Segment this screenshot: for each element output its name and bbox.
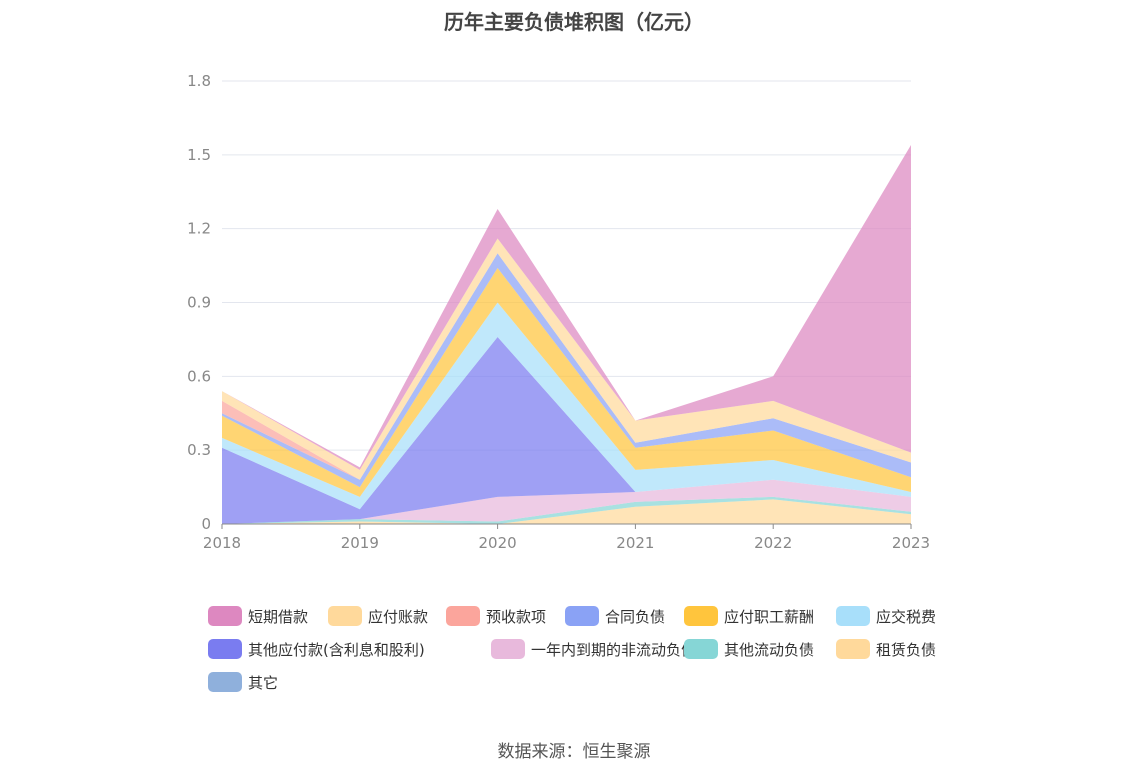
y-tick-label: 1.5: [187, 146, 211, 164]
legend-item[interactable]: 其他流动负债: [684, 637, 814, 661]
y-tick-label: 1.8: [187, 72, 211, 90]
legend-label: 应付职工薪酬: [724, 607, 815, 626]
area-series[interactable]: [222, 145, 911, 470]
legend-label: 租赁负债: [876, 640, 937, 659]
chart-plot: 0 0.3 0.6 0.9 1.2 1.5 1.8 2018 2019 2020 2021 2022 2…: [187, 72, 930, 552]
legend-label: 应付账款: [368, 607, 429, 626]
legend-swatch: [208, 639, 242, 659]
y-tick-label: 0.9: [187, 294, 211, 312]
legend-item[interactable]: 合同负债: [565, 604, 665, 628]
legend-swatch: [836, 639, 870, 659]
area-series[interactable]: [222, 479, 911, 524]
legend-label: 短期借款: [248, 607, 309, 626]
legend-label: 其他应付款(含利息和股利): [248, 640, 425, 659]
legend-label: 一年内到期的非流动负债: [531, 640, 697, 659]
legend-label: 合同负债: [605, 607, 666, 626]
axes: 0 0.3 0.6 0.9 1.2 1.5 1.8 2018 2019 2020 2021 2022 2…: [187, 72, 930, 552]
legend-item[interactable]: 租赁负债: [836, 637, 936, 661]
area-series[interactable]: [222, 238, 911, 480]
legend-swatch: [491, 639, 525, 659]
x-tick-label: 2018: [203, 534, 241, 552]
legend-item[interactable]: 一年内到期的非流动负债: [491, 637, 696, 661]
x-tick-label: 2019: [341, 534, 379, 552]
area-series[interactable]: [222, 268, 911, 497]
legend-swatch: [684, 606, 718, 626]
legend-item[interactable]: 短期借款: [208, 604, 308, 628]
legend-label: 其他流动负债: [724, 640, 815, 659]
data-source-note: 数据来源：恒生聚源: [497, 742, 651, 762]
area-series[interactable]: [222, 302, 911, 510]
legend-item[interactable]: 应付职工薪酬: [684, 604, 814, 628]
y-tick-label: 0.3: [187, 441, 211, 459]
area-series[interactable]: [222, 499, 911, 524]
legend-swatch: [208, 672, 242, 692]
legend-item[interactable]: 其它: [208, 670, 278, 694]
legend-label: 其它: [248, 673, 279, 692]
x-tick-label: 2021: [616, 534, 654, 552]
legend-item[interactable]: 应交税费: [836, 604, 936, 628]
legend-label: 预收款项: [486, 607, 547, 626]
legend-label: 应交税费: [876, 607, 937, 626]
legend-swatch: [446, 606, 480, 626]
legend-item[interactable]: 预收款项: [446, 604, 546, 628]
legend-swatch: [565, 606, 599, 626]
x-tick-label: 2022: [754, 534, 792, 552]
legend-item[interactable]: 应付账款: [328, 604, 428, 628]
legend-swatch: [328, 606, 362, 626]
area-series[interactable]: [222, 253, 911, 488]
chart-title: 历年主要负债堆积图（亿元）: [444, 10, 704, 34]
legend-item[interactable]: 其他应付款(含利息和股利): [208, 637, 425, 661]
y-tick-label: 0: [201, 515, 211, 533]
legend-swatch: [836, 606, 870, 626]
x-tick-label: 2020: [479, 534, 517, 552]
area-series[interactable]: [222, 337, 911, 524]
x-tick-label: 2023: [892, 534, 930, 552]
y-tick-label: 0.6: [187, 367, 211, 385]
stacked-areas: [222, 145, 911, 524]
legend-swatch: [208, 606, 242, 626]
legend-swatch: [684, 639, 718, 659]
y-tick-label: 1.2: [187, 220, 211, 238]
